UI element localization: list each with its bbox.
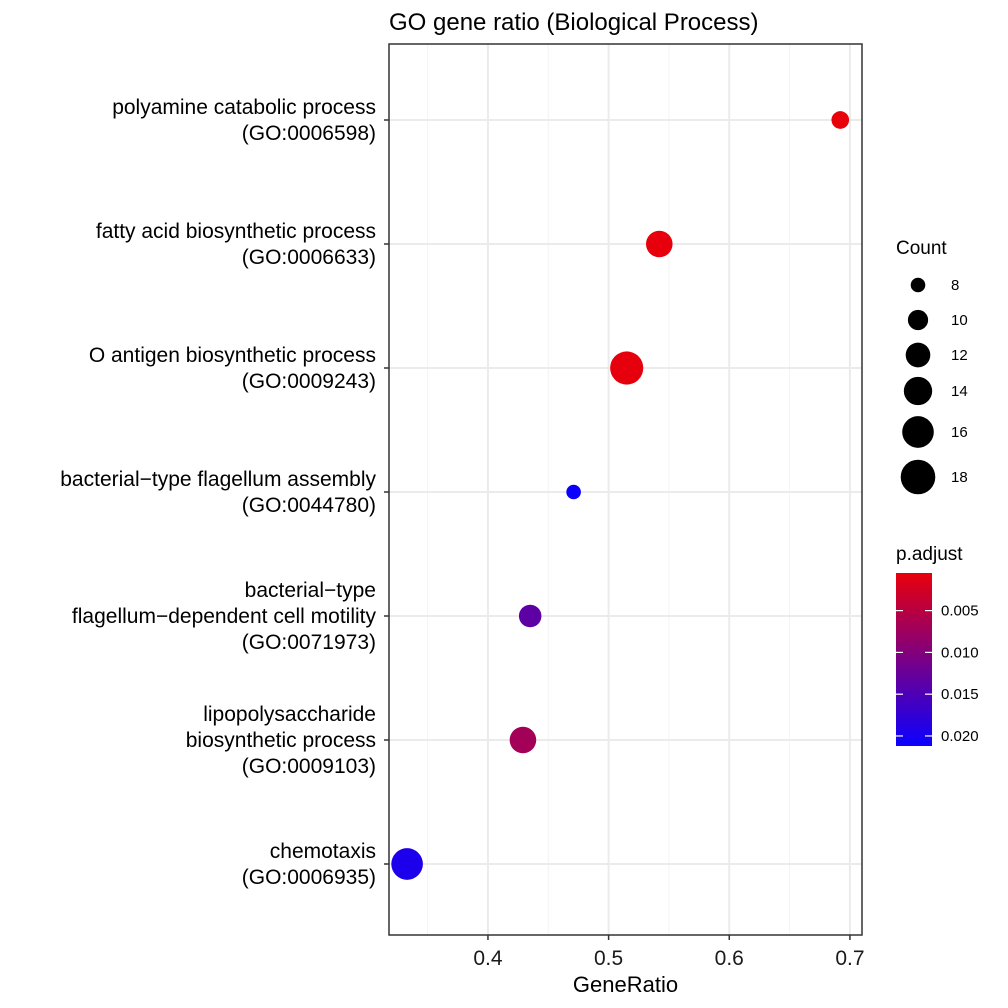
p-adjust-legend: p.adjust 0.005 0.010 0.015 0.020 xyxy=(896,544,979,746)
count-legend: Count 8 10 12 14 16 18 xyxy=(896,238,968,495)
y-axis-label: (GO:0071973) xyxy=(242,631,376,654)
y-axis-label: polyamine catabolic process xyxy=(112,96,376,119)
p-adjust-legend-title: p.adjust xyxy=(896,544,963,565)
y-axis-label: (GO:0044780) xyxy=(242,494,376,517)
y-axis-label: lipopolysaccharide xyxy=(203,703,376,726)
data-point xyxy=(391,848,423,880)
data-point xyxy=(518,604,542,628)
x-axis-title: GeneRatio xyxy=(573,972,678,997)
count-legend-title: Count xyxy=(896,238,947,259)
count-legend-key xyxy=(900,459,936,495)
y-axis-label: (GO:0009243) xyxy=(242,370,376,393)
x-axis-tick-label: 0.6 xyxy=(715,947,744,970)
y-axis-label: (GO:0006935) xyxy=(242,866,376,889)
data-point xyxy=(610,351,644,385)
data-points xyxy=(391,111,850,880)
x-axis: 0.4 0.5 0.6 0.7 xyxy=(473,935,865,970)
y-axis-label: biosynthetic process xyxy=(186,729,376,752)
count-legend-label: 18 xyxy=(951,469,968,486)
x-axis-tick-label: 0.5 xyxy=(594,947,623,970)
y-axis-label: (GO:0009103) xyxy=(242,755,376,778)
data-point xyxy=(646,230,673,258)
count-legend-label: 10 xyxy=(951,312,968,329)
x-axis-tick-label: 0.7 xyxy=(835,947,864,970)
plot-panel xyxy=(388,43,863,936)
count-legend-key xyxy=(910,277,926,293)
count-legend-key xyxy=(902,416,934,448)
count-legend-key xyxy=(905,342,931,368)
count-legend-key xyxy=(907,309,929,331)
data-point xyxy=(509,726,537,754)
p-adjust-label: 0.010 xyxy=(941,644,979,661)
plot-panel-background xyxy=(389,44,862,935)
plot-panel-border xyxy=(388,43,863,936)
y-axis-label: fatty acid biosynthetic process xyxy=(96,220,376,243)
p-adjust-label: 0.015 xyxy=(941,686,979,703)
p-adjust-label: 0.005 xyxy=(941,603,979,620)
y-axis-label: flagellum−dependent cell motility xyxy=(72,605,377,628)
y-axis-label: (GO:0006598) xyxy=(242,122,376,145)
data-point xyxy=(566,484,581,500)
y-axis-label: chemotaxis xyxy=(270,840,376,863)
count-legend-key xyxy=(903,376,933,406)
count-legend-label: 16 xyxy=(951,424,968,441)
grid-lines xyxy=(389,44,862,935)
y-axis-label: (GO:0006633) xyxy=(242,246,376,269)
x-axis-tick-label: 0.4 xyxy=(473,947,503,970)
y-axis-labels: polyamine catabolic process (GO:0006598) f… xyxy=(60,96,389,889)
y-axis-label: bacterial−type flagellum assembly xyxy=(60,468,376,491)
count-legend-label: 12 xyxy=(951,347,968,364)
p-adjust-label: 0.020 xyxy=(941,728,979,745)
chart-title: GO gene ratio (Biological Process) xyxy=(389,9,759,36)
count-legend-label: 14 xyxy=(951,383,968,400)
count-legend-label: 8 xyxy=(951,277,959,294)
y-axis-label: O antigen biosynthetic process xyxy=(89,344,376,367)
data-point xyxy=(831,111,850,129)
p-adjust-colorbar xyxy=(896,573,932,746)
y-axis-label: bacterial−type xyxy=(245,579,376,602)
